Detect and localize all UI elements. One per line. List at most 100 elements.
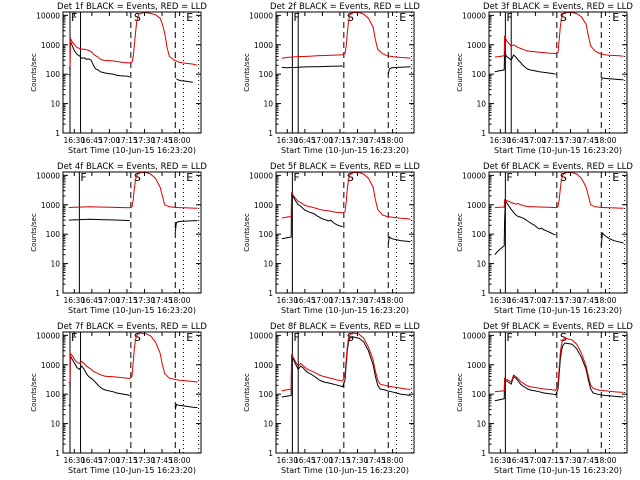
- y-tick-label: 10: [263, 420, 273, 429]
- marker-label-e: E: [186, 11, 193, 24]
- x-tick-label: 17:00: [99, 456, 121, 465]
- x-tick-label: 17:15: [116, 136, 138, 145]
- y-tick-label: 100: [46, 390, 61, 399]
- x-tick-label: 16:45: [81, 456, 103, 465]
- marker-label-f: F: [293, 171, 299, 184]
- series-lld: [494, 12, 624, 58]
- y-tick-label: 100: [472, 230, 487, 239]
- x-tick-label: 16:45: [507, 296, 529, 305]
- y-tick-label: 10: [476, 100, 486, 109]
- series-lld: [494, 337, 624, 393]
- series-lld: [281, 12, 411, 59]
- x-tick-label: 17:00: [525, 136, 547, 145]
- marker-label-s: S: [560, 331, 567, 344]
- x-tick-label: 16:30: [489, 456, 511, 465]
- x-tick-label: 17:45: [577, 456, 599, 465]
- x-tick-label: 18:00: [382, 296, 404, 305]
- y-axis-label: Counts/sec: [30, 213, 38, 252]
- x-axis-label: Start Time (10-Jun-15 16:23:20): [494, 466, 622, 475]
- y-axis-label: Counts/sec: [243, 373, 251, 412]
- y-axis-label: Counts/sec: [30, 373, 38, 412]
- marker-label-e: E: [612, 11, 619, 24]
- series-events: [281, 192, 411, 244]
- y-tick-label: 1: [268, 289, 273, 298]
- series-events: [68, 218, 198, 232]
- plot-frame: [488, 171, 628, 294]
- y-tick-label: 1: [481, 289, 486, 298]
- series-events: [68, 41, 193, 83]
- y-tick-label: 10: [476, 260, 486, 269]
- y-tick-label: 1: [55, 289, 60, 298]
- panel-title: Det 3f BLACK = Events, RED = LLD: [483, 2, 633, 12]
- plot-frame: [62, 331, 202, 454]
- x-tick-label: 17:15: [329, 136, 351, 145]
- x-tick-label: 17:00: [99, 296, 121, 305]
- y-axis-label: Counts/sec: [243, 53, 251, 92]
- panel-title: Det 4f BLACK = Events, RED = LLD: [57, 162, 207, 172]
- x-tick-label: 16:30: [63, 296, 85, 305]
- x-tick-label: 17:15: [542, 296, 564, 305]
- y-tick-label: 10000: [462, 11, 486, 20]
- y-tick-label: 1000: [254, 361, 273, 370]
- x-tick-label: 16:30: [489, 136, 511, 145]
- x-tick-label: 17:45: [151, 456, 173, 465]
- marker-label-s: S: [347, 171, 354, 184]
- x-tick-label: 17:45: [577, 296, 599, 305]
- y-tick-label: 10000: [249, 11, 273, 20]
- marker-label-s: S: [134, 331, 141, 344]
- x-tick-label: 17:00: [525, 456, 547, 465]
- series-events: [281, 65, 411, 75]
- y-tick-label: 1: [268, 449, 273, 458]
- series-events: [494, 51, 624, 81]
- y-tick-label: 100: [259, 70, 274, 79]
- x-tick-label: 17:30: [347, 296, 369, 305]
- x-tick-label: 16:45: [81, 296, 103, 305]
- x-tick-label: 17:30: [560, 296, 582, 305]
- x-tick-label: 17:15: [329, 296, 351, 305]
- y-tick-label: 10: [476, 420, 486, 429]
- y-tick-label: 1000: [467, 41, 486, 50]
- x-tick-label: 16:30: [276, 296, 298, 305]
- x-tick-label: 18:00: [382, 136, 404, 145]
- panel-title: Det 6f BLACK = Events, RED = LLD: [483, 162, 633, 172]
- x-axis-label: Start Time (10-Jun-15 16:23:20): [494, 146, 622, 155]
- panel-title: Det 2f BLACK = Events, RED = LLD: [270, 2, 420, 12]
- x-tick-label: 16:45: [294, 296, 316, 305]
- panel-title: Det 8f BLACK = Events, RED = LLD: [270, 322, 420, 332]
- x-tick-label: 18:00: [169, 456, 191, 465]
- series-lld: [494, 172, 624, 209]
- x-tick-label: 17:30: [134, 136, 156, 145]
- x-axis-label: Start Time (10-Jun-15 16:23:20): [281, 466, 409, 475]
- x-tick-label: 18:00: [595, 136, 617, 145]
- marker-label-e: E: [399, 171, 406, 184]
- x-tick-label: 17:45: [364, 296, 386, 305]
- series-lld: [68, 172, 198, 209]
- panel-det-8: F S E16:3016:4517:0017:1517:3017:4518:0011…: [243, 322, 420, 475]
- marker-label-e: E: [399, 331, 406, 344]
- y-tick-label: 10000: [249, 171, 273, 180]
- panel-title: Det 5f BLACK = Events, RED = LLD: [270, 162, 420, 172]
- x-tick-label: 17:30: [134, 296, 156, 305]
- marker-label-e: E: [612, 331, 619, 344]
- x-tick-label: 17:30: [560, 136, 582, 145]
- marker-label-f: F: [293, 331, 299, 344]
- marker-label-s: S: [347, 11, 354, 24]
- y-tick-label: 10000: [462, 171, 486, 180]
- y-tick-label: 1000: [467, 361, 486, 370]
- x-tick-label: 17:15: [329, 456, 351, 465]
- series-lld: [68, 332, 198, 383]
- series-events: [68, 354, 198, 410]
- y-axis-label: Counts/sec: [243, 213, 251, 252]
- panel-title: Det 9f BLACK = Events, RED = LLD: [483, 322, 633, 332]
- x-tick-label: 18:00: [169, 296, 191, 305]
- x-tick-label: 17:15: [116, 456, 138, 465]
- y-tick-label: 100: [472, 390, 487, 399]
- x-tick-label: 17:30: [560, 456, 582, 465]
- y-tick-label: 1000: [41, 201, 60, 210]
- y-tick-label: 100: [472, 70, 487, 79]
